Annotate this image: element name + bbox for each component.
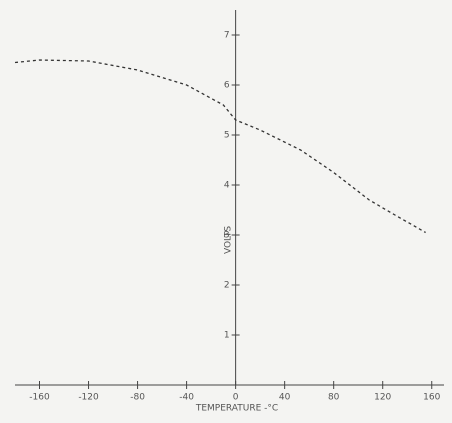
y-tick-label: 2 [224,281,230,291]
x-tick-label: 80 [328,393,340,403]
x-tick-label: -160 [29,393,50,403]
x-tick-label: 160 [423,393,440,403]
x-tick-label: 120 [374,393,391,403]
y-tick-label: 6 [224,81,230,91]
x-tick-label: 40 [279,393,291,403]
x-tick-label: -80 [130,393,145,403]
chart: TEMPERATURE -°C VOLTS -160-120-80-400408… [0,0,452,423]
x-tick-label: -40 [179,393,194,403]
x-tick-label: -120 [78,393,99,403]
y-tick-label: 3 [224,231,230,241]
y-tick-label: 1 [224,331,230,341]
y-tick-label: 7 [224,31,230,41]
x-tick-label: 0 [233,393,239,403]
y-tick-label: 4 [224,181,230,191]
y-tick-label: 5 [224,131,230,141]
x-axis-label: TEMPERATURE -°C [195,404,278,414]
data-line [15,60,426,233]
